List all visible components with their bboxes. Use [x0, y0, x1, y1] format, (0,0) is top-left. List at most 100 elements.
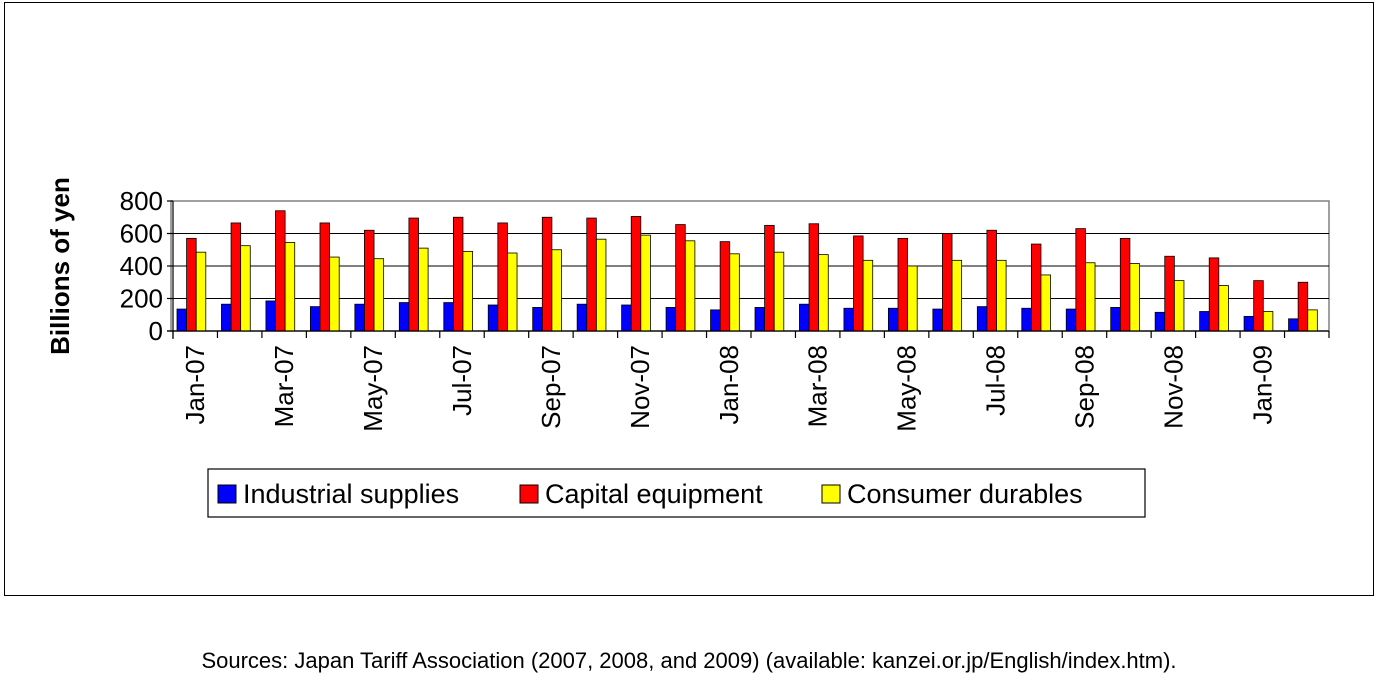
bar-capital-equipment-Feb-08	[764, 224, 775, 332]
bar-capital-equipment-Feb-09	[1297, 281, 1309, 332]
x-tick-label: Jan-09	[1247, 345, 1277, 425]
bar-consumer-durables-Feb-07	[240, 245, 251, 332]
y-tick-label: 200	[120, 284, 163, 314]
y-tick-label: 400	[120, 251, 163, 281]
bar-capital-equipment-Nov-08	[1164, 255, 1175, 332]
bar-industrial-supplies-Sep-08	[1065, 308, 1077, 332]
bars	[176, 210, 1318, 332]
legend-swatch-consumer-durables	[821, 484, 841, 504]
y-axis-label: Billions of yen	[45, 177, 75, 355]
bar-industrial-supplies-Oct-07	[576, 303, 588, 332]
x-tick-label: Mar-07	[269, 345, 299, 427]
bar-consumer-durables-Oct-07	[595, 238, 607, 332]
x-tick-label: Sep-08	[1069, 345, 1099, 429]
bar-capital-equipment-Nov-07	[630, 216, 642, 332]
bar-consumer-durables-Jun-08	[951, 259, 963, 332]
legend-label-capital-equipment: Capital equipment	[545, 479, 763, 509]
bar-industrial-supplies-May-07	[354, 303, 365, 332]
bar-industrial-supplies-Apr-07	[309, 306, 321, 332]
legend-label-consumer-durables: Consumer durables	[847, 479, 1083, 509]
bar-industrial-supplies-Oct-08	[1110, 307, 1121, 332]
bar-industrial-supplies-Dec-08	[1199, 311, 1210, 332]
bar-capital-equipment-May-07	[364, 229, 375, 332]
legend-swatch-industrial-supplies	[217, 484, 237, 504]
bar-consumer-durables-Apr-07	[329, 256, 340, 332]
bar-capital-equipment-Jul-07	[452, 216, 464, 332]
chart-frame: 0 200 400 600 800 Jan-07 Mar-07 May-07 Jul-07 Se…	[4, 2, 1374, 596]
bar-industrial-supplies-Nov-08	[1154, 311, 1166, 332]
bar-capital-equipment-Dec-07	[675, 224, 686, 332]
bar-capital-equipment-Sep-07	[541, 216, 553, 332]
bar-industrial-supplies-Nov-07	[621, 304, 632, 332]
bar-capital-equipment-Jan-09	[1253, 280, 1264, 332]
bar-consumer-durables-Sep-07	[551, 249, 562, 332]
bar-industrial-supplies-Jun-07	[398, 302, 410, 332]
bar-capital-equipment-Sep-08	[1075, 228, 1086, 332]
bar-industrial-supplies-Aug-08	[1021, 307, 1032, 332]
legend-label-industrial-supplies: Industrial supplies	[243, 479, 459, 509]
bar-capital-equipment-Mar-07	[275, 210, 286, 332]
bar-consumer-durables-Aug-08	[1040, 274, 1051, 332]
bar-industrial-supplies-May-08	[887, 307, 899, 332]
bar-industrial-supplies-Feb-07	[221, 303, 232, 332]
bar-capital-equipment-Jan-08	[719, 241, 731, 332]
bar-capital-equipment-May-08	[897, 237, 908, 332]
bar-industrial-supplies-Jul-08	[976, 306, 988, 332]
bar-industrial-supplies-Jan-08	[710, 309, 721, 332]
bar-consumer-durables-May-08	[907, 265, 918, 332]
x-tick-label: May-08	[892, 345, 922, 432]
x-tick-label: Mar-08	[803, 345, 833, 427]
bar-capital-equipment-Apr-08	[853, 235, 864, 332]
bar-industrial-supplies-Apr-08	[843, 307, 854, 332]
bar-industrial-supplies-Jun-08	[932, 308, 943, 332]
legend-box	[207, 468, 1146, 518]
bar-consumer-durables-Feb-08	[773, 251, 785, 332]
bar-industrial-supplies-Jan-07	[176, 308, 188, 332]
bar-capital-equipment-Mar-08	[808, 223, 820, 332]
bar-consumer-durables-Mar-07	[284, 242, 296, 332]
bar-industrial-supplies-Mar-08	[799, 303, 810, 332]
bar-consumer-durables-Feb-09	[1307, 309, 1318, 332]
bar-consumer-durables-Aug-07	[507, 252, 518, 332]
bar-consumer-durables-Jun-07	[418, 247, 429, 332]
x-tick-labels: Jan-07 Mar-07 May-07 Jul-07 Sep-07 Nov-07 Jan-…	[180, 345, 1277, 432]
bar-consumer-durables-Dec-08	[1218, 285, 1229, 332]
bar-consumer-durables-Oct-08	[1129, 263, 1140, 332]
bar-industrial-supplies-Aug-07	[487, 304, 499, 332]
axes	[167, 200, 1330, 339]
y-tick-label: 800	[120, 186, 163, 216]
x-tick-label: Jul-08	[981, 345, 1011, 416]
bar-capital-equipment-Oct-08	[1119, 237, 1131, 332]
y-tick-label: 600	[120, 219, 163, 249]
bar-consumer-durables-Sep-08	[1085, 262, 1096, 332]
bar-consumer-durables-May-07	[373, 258, 385, 332]
bar-capital-equipment-Jan-07	[186, 237, 197, 332]
x-tick-label: Nov-08	[1158, 345, 1188, 429]
bar-capital-equipment-Aug-08	[1030, 243, 1042, 332]
bar-consumer-durables-Nov-08	[1173, 280, 1185, 332]
bar-consumer-durables-Dec-07	[684, 240, 696, 332]
x-tick-label: May-07	[358, 345, 388, 432]
bar-capital-equipment-Jun-08	[942, 233, 953, 332]
bar-consumer-durables-Apr-08	[862, 259, 874, 332]
bar-consumer-durables-Jan-08	[729, 253, 740, 332]
bar-consumer-durables-Nov-07	[640, 234, 651, 332]
x-tick-label: Sep-07	[536, 345, 566, 429]
bar-industrial-supplies-Mar-07	[265, 300, 276, 332]
bar-capital-equipment-Feb-07	[230, 222, 242, 332]
bar-consumer-durables-Jan-07	[195, 251, 207, 332]
bar-capital-equipment-Jul-08	[986, 229, 997, 332]
x-tick-label: Jan-07	[180, 345, 210, 425]
bar-industrial-supplies-Feb-09	[1288, 318, 1299, 332]
bar-capital-equipment-Jun-07	[408, 217, 419, 332]
bar-capital-equipment-Dec-08	[1208, 257, 1220, 332]
bar-consumer-durables-Jan-09	[1262, 311, 1274, 332]
y-tick-label: 0	[149, 316, 163, 346]
bar-consumer-durables-Jul-07	[462, 250, 473, 332]
legend-swatch-capital-equipment	[519, 484, 539, 504]
bar-capital-equipment-Oct-07	[586, 217, 597, 332]
x-tick-label: Jan-08	[714, 345, 744, 425]
bar-capital-equipment-Aug-07	[497, 222, 508, 332]
bar-industrial-supplies-Sep-07	[532, 307, 543, 332]
